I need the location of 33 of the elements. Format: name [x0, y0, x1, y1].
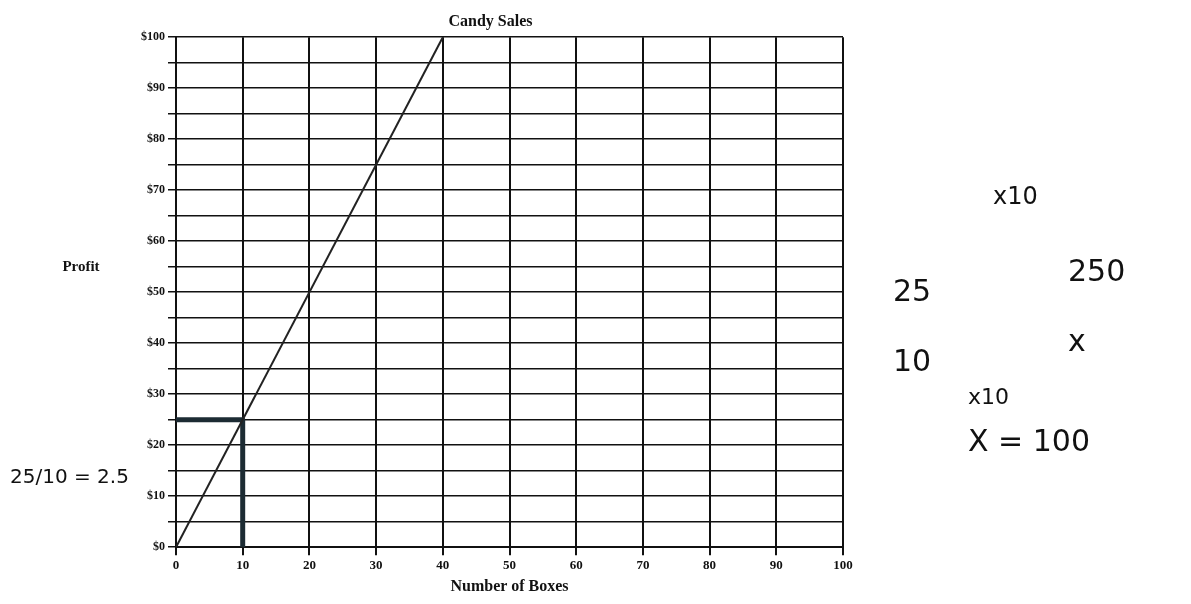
y-axis-title: Profit [62, 257, 100, 274]
y-tick-label: $70 [147, 182, 165, 197]
y-tick-label: $20 [147, 437, 165, 452]
text: 25/10 = 2.5 [10, 464, 129, 489]
text: 25 [893, 272, 932, 308]
text: 10 [893, 342, 932, 378]
x-tick-label: 30 [369, 557, 383, 573]
chart-title: Candy Sales [448, 11, 533, 30]
y-tick-label: $10 [147, 488, 165, 503]
x-axis-title: Number of Boxes [450, 576, 569, 594]
text: x [1068, 322, 1086, 358]
y-tick-label: $40 [147, 335, 165, 350]
x-tick-label: 90 [769, 557, 783, 573]
y-tick-label: $0 [153, 539, 165, 554]
text: x10 [968, 383, 1010, 409]
y-tick-label: $60 [147, 233, 165, 248]
y-tick-label: $30 [147, 386, 165, 401]
x-tick-label: 80 [703, 557, 717, 573]
x-tick-label: 10 [236, 557, 250, 573]
text: 250 [1068, 252, 1126, 288]
x-tick-label: 20 [302, 557, 316, 573]
x-tick-label: 100 [833, 557, 853, 573]
x-tick-label: 0 [172, 557, 180, 573]
y-tick-label: $80 [147, 131, 165, 146]
y-tick-label: $100 [141, 29, 165, 44]
y-tick-label: $90 [147, 80, 165, 95]
x-tick-label: 60 [569, 557, 583, 573]
x-tick-label: 70 [636, 557, 650, 573]
text: x10 [993, 182, 1038, 211]
x-tick-label: 40 [436, 557, 450, 573]
y-tick-label: $50 [147, 284, 165, 299]
x-tick-label: 50 [503, 557, 516, 573]
text: X = 100 [968, 422, 1091, 458]
